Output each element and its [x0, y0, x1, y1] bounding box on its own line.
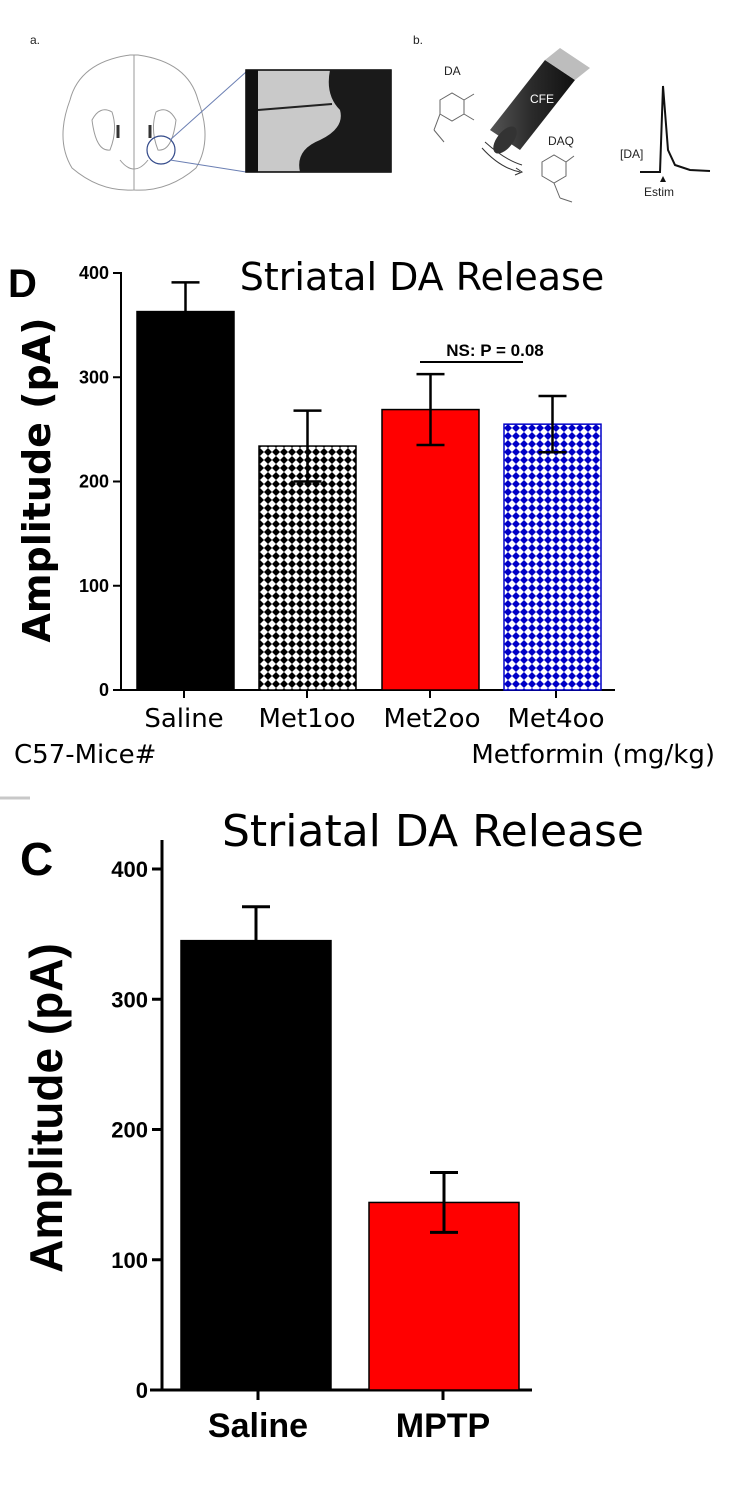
panel-a-label: a.: [30, 33, 40, 47]
bar-met400: [503, 423, 602, 691]
da-molecule-label: DA: [444, 64, 461, 78]
y-tick-label: 300: [79, 367, 109, 387]
error-bar-saline: [242, 905, 270, 977]
bar-saline: [136, 310, 235, 691]
brain-section-illustration: [62, 54, 206, 191]
dopamine-structure-icon: [433, 92, 475, 143]
bar-met200: [381, 408, 480, 691]
chart-d-significance: NS: P = 0.08: [420, 341, 544, 363]
chart-c-title: Striatal DA Release: [222, 806, 644, 857]
y-tick-label: 100: [79, 576, 109, 596]
carbon-fiber-electrode-icon: [490, 48, 590, 154]
reaction-arrow-icon: [481, 141, 524, 176]
chart-c-panel-letter: C: [20, 833, 53, 885]
stim-label: Estim: [644, 185, 674, 199]
chart-d: D Striatal DA Release Amplitude (pA) 0 10…: [8, 255, 715, 770]
error-bar-mptp: [430, 1170, 458, 1234]
chart-d-ylabel: Amplitude (pA): [15, 317, 59, 642]
bar-met100: [258, 445, 357, 691]
panel-b: b. DA CFE DAQ [: [413, 33, 711, 203]
significance-annotation: NS: P = 0.08: [446, 341, 544, 360]
chart-d-footer-right: Metformin (mg/kg): [471, 740, 715, 770]
y-tick-label: 200: [111, 1118, 148, 1143]
trace-label: [DA]: [620, 147, 643, 161]
panel-a: a.: [30, 33, 392, 191]
chart-c: C Striatal DA Release Amplitude (pA) 0 10…: [20, 806, 644, 1445]
dopamine-release-trace: [640, 85, 711, 182]
y-tick-label: 400: [111, 857, 148, 882]
category-label-met400: Met4oo: [508, 704, 605, 734]
recording-site-circle: [146, 135, 176, 165]
panel-b-label: b.: [413, 33, 423, 47]
zoom-line-top: [169, 71, 247, 141]
category-label-met200: Met2oo: [384, 704, 481, 734]
category-label-mptp: MPTP: [396, 1407, 490, 1445]
chart-d-title: Striatal DA Release: [240, 255, 604, 299]
error-bar-saline: [171, 281, 200, 343]
error-bar-met400: [538, 394, 567, 454]
error-bar-met200: [416, 372, 445, 447]
y-tick-label: 100: [111, 1248, 148, 1273]
y-tick-label: 0: [99, 680, 109, 700]
cfe-label: CFE: [530, 92, 554, 106]
y-tick-label: 400: [79, 263, 109, 283]
category-label-met100: Met1oo: [259, 704, 356, 734]
category-label-saline: Saline: [144, 704, 223, 734]
chart-d-panel-letter: D: [8, 262, 37, 306]
bar-saline: [180, 939, 332, 1391]
error-bar-met100: [293, 409, 322, 483]
chart-d-footer-left: C57-Mice#: [14, 740, 156, 770]
y-tick-label: 200: [79, 472, 109, 492]
chart-c-ylabel: Amplitude (pA): [20, 943, 72, 1273]
dopamine-quinone-structure-icon: [541, 154, 575, 203]
y-tick-label: 300: [111, 987, 148, 1012]
daq-molecule-label: DAQ: [548, 134, 574, 148]
zoom-line-bottom: [169, 159, 247, 173]
micrograph-inset: [245, 69, 392, 173]
category-label-saline: Saline: [208, 1407, 308, 1445]
y-tick-label: 0: [136, 1378, 148, 1403]
